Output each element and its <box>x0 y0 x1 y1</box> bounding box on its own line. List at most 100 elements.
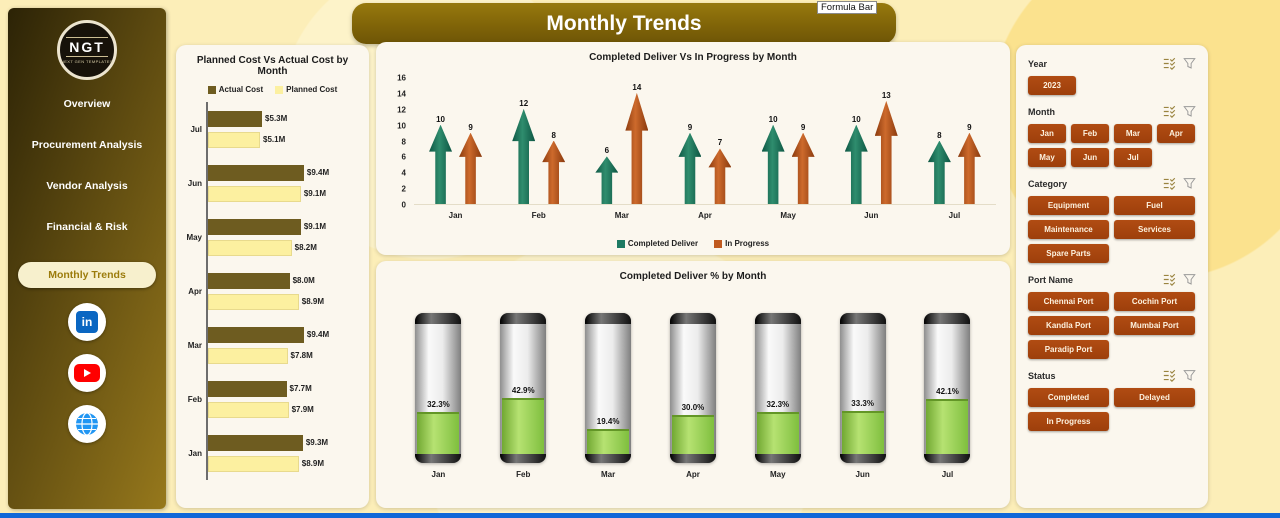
y-axis-tick: 0 <box>401 200 406 210</box>
cost-month-label: Mar <box>187 340 202 350</box>
filter-option-delayed[interactable]: Delayed <box>1114 388 1195 407</box>
battery-cap-top <box>754 313 801 324</box>
cost-month-label: Feb <box>187 394 202 404</box>
filter-option-2023[interactable]: 2023 <box>1028 76 1076 95</box>
gauge-value-label: 32.3% <box>766 400 790 410</box>
completed-deliver-arrow <box>844 124 868 204</box>
filter-option-apr[interactable]: Apr <box>1157 124 1195 143</box>
gauge-chart-title: Completed Deliver % by Month <box>619 271 767 282</box>
x-axis-label: May <box>780 211 796 220</box>
filter-option-mar[interactable]: Mar <box>1114 124 1152 143</box>
in-progress-arrow <box>459 132 483 204</box>
planned-cost-bar <box>208 401 289 418</box>
youtube-button[interactable] <box>68 354 106 393</box>
battery-gauge: 32.3% <box>754 313 801 463</box>
slicer-title-category: Category <box>1028 178 1068 189</box>
gauge: 32.3% Jan <box>415 313 462 479</box>
filter-option-chennai-port[interactable]: Chennai Port <box>1028 292 1109 311</box>
gauge: 32.3% May <box>754 313 801 479</box>
filter-option-services[interactable]: Services <box>1114 220 1195 239</box>
actual-cost-bar <box>208 110 263 127</box>
in-progress-arrow <box>957 132 981 204</box>
filter-option-mumbai-port[interactable]: Mumbai Port <box>1114 316 1195 335</box>
slicer-year: Year 2023 <box>1028 57 1196 95</box>
multiselect-icon[interactable] <box>1163 273 1176 286</box>
arrow-value-label: 8 <box>551 130 556 140</box>
multiselect-icon[interactable] <box>1163 105 1176 118</box>
battery-cap-top <box>500 313 547 324</box>
completed-deliver-arrow <box>761 124 785 204</box>
arrow-value-label: 9 <box>800 122 806 132</box>
filter-option-fuel[interactable]: Fuel <box>1114 196 1195 215</box>
filter-option-completed[interactable]: Completed <box>1028 388 1109 407</box>
sidebar-item-vendor-analysis[interactable]: Vendor Analysis <box>46 180 128 193</box>
battery-cap-bottom <box>754 454 801 463</box>
linkedin-button[interactable]: in <box>68 303 106 342</box>
arrow-month-group: 10 9 Jan <box>416 78 496 220</box>
in-progress-swatch <box>714 239 723 248</box>
multiselect-icon[interactable] <box>1163 369 1176 382</box>
cost-month-label: Apr <box>188 286 202 296</box>
cost-value-label: $8.0M <box>292 276 315 285</box>
cost-month-label: Jul <box>190 124 202 134</box>
filter-option-maintenance[interactable]: Maintenance <box>1028 220 1109 239</box>
gauge-value-label: 42.1% <box>936 387 959 397</box>
filter-icon[interactable] <box>1183 105 1196 118</box>
filter-option-feb[interactable]: Feb <box>1071 124 1109 143</box>
x-axis-label: Jul <box>941 470 954 479</box>
filter-icon[interactable] <box>1183 57 1196 70</box>
page-title-banner: Monthly Trends <box>352 3 896 44</box>
gauge: 42.1% Jul <box>924 313 971 479</box>
filter-option-jun[interactable]: Jun <box>1071 148 1109 167</box>
filter-option-equipment[interactable]: Equipment <box>1028 196 1109 215</box>
battery-gauge: 30.0% <box>669 313 716 463</box>
filter-icon[interactable] <box>1183 177 1196 190</box>
gauge-value-label: 33.3% <box>851 398 874 408</box>
gauge-chart-card: Completed Deliver % by Month 32.3% Jan 42.… <box>376 261 1010 508</box>
filter-option-in-progress[interactable]: In Progress <box>1028 412 1109 431</box>
arrow-months: 10 9 Jan 12 8 Feb 6 14 Mar 9 7 Apr 10 9 May 10 13 Jun 8 9 Ju… <box>414 78 996 220</box>
battery-cap-bottom <box>415 454 462 463</box>
sidebar-item-financial-risk[interactable]: Financial & Risk <box>46 221 128 234</box>
multiselect-icon[interactable] <box>1163 57 1176 70</box>
cost-value-label: $9.4M <box>306 330 330 339</box>
multiselect-icon[interactable] <box>1163 177 1176 190</box>
sidebar-item-overview[interactable]: Overview <box>63 98 111 110</box>
filter-option-jul[interactable]: Jul <box>1114 148 1152 167</box>
filter-icon[interactable] <box>1183 273 1196 286</box>
gauge-value-label: 32.3% <box>427 400 450 410</box>
filter-option-kandla-port[interactable]: Kandla Port <box>1028 316 1109 335</box>
filter-option-paradip-port[interactable]: Paradip Port <box>1028 340 1109 359</box>
battery-cap-bottom <box>585 454 632 463</box>
cost-bar-rows: Jul $5.3M $5.1M Jun $9.4M $9.1M May $9.1M $8.2M A… <box>182 102 363 480</box>
formula-bar-tooltip: Formula Bar <box>817 1 878 14</box>
x-axis-label: Apr <box>698 211 712 220</box>
battery-cap-top <box>924 313 971 324</box>
globe-icon <box>74 411 100 437</box>
filter-option-cochin-port[interactable]: Cochin Port <box>1114 292 1195 311</box>
arrow-value-label: 12 <box>519 98 529 108</box>
filter-icon[interactable] <box>1183 369 1196 382</box>
battery-gauge: 42.1% <box>924 313 971 463</box>
battery-fill <box>417 412 460 454</box>
social-links: in <box>68 303 106 444</box>
arrow-month-group: 8 9 Jul <box>914 78 994 220</box>
battery-fill <box>671 415 714 454</box>
gauge-value-label: 42.9% <box>511 386 535 396</box>
cost-value-label: $7.8M <box>290 351 313 360</box>
cost-bar-group: $9.4M $7.8M <box>206 318 363 372</box>
filter-option-spare-parts[interactable]: Spare Parts <box>1028 244 1109 263</box>
cost-value-label: $9.1M <box>303 222 327 231</box>
arrow-legend: Completed Deliver In Progress <box>376 239 1010 248</box>
completed-deliver-swatch <box>616 239 625 248</box>
sidebar-item-monthly-trends[interactable]: Monthly Trends <box>18 262 156 289</box>
cost-value-label: $8.2M <box>294 243 317 252</box>
completed-deliver-arrow <box>429 124 453 204</box>
filter-option-may[interactable]: May <box>1028 148 1066 167</box>
filter-option-jan[interactable]: Jan <box>1028 124 1066 143</box>
sidebar-item-procurement-analysis[interactable]: Procurement Analysis <box>31 139 143 152</box>
website-button[interactable] <box>68 405 106 444</box>
arrow-value-label: 9 <box>967 122 972 132</box>
slicer-title-year: Year <box>1028 58 1048 69</box>
gauge-value-label: 30.0% <box>681 403 705 412</box>
